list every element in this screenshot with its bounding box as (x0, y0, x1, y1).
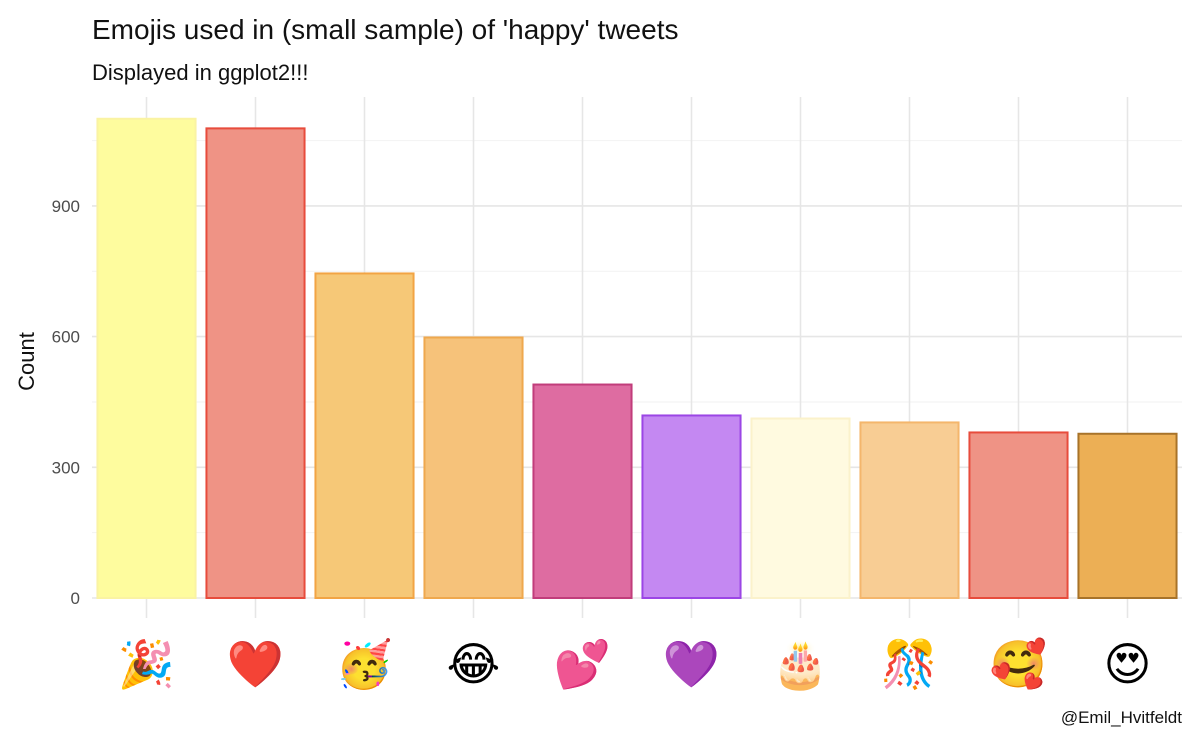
x-tick-birthday-cake: 🎂 (772, 636, 829, 692)
x-tick-face-with-tears-of-joy: 😂 (447, 637, 501, 691)
bar-heart-eyes (1077, 432, 1178, 599)
x-tick-partying-face: 🥳 (336, 636, 393, 691)
bar-smiling-face-with-hearts (968, 431, 1069, 599)
bar-two-hearts (532, 383, 633, 599)
y-tick-label: 600 (52, 328, 80, 347)
bar-purple-heart (641, 414, 742, 599)
chart-title: Emojis used in (small sample) of 'happy'… (92, 14, 679, 45)
x-tick-purple-heart: 💜 (663, 637, 721, 691)
bar-face-with-tears-of-joy (423, 336, 524, 599)
x-tick-smiling-face-with-hearts: 🥰 (990, 636, 1047, 691)
x-tick-heart-eyes: 😍 (1104, 637, 1152, 691)
x-tick-two-hearts: 💕 (554, 637, 611, 691)
y-tick-label: 900 (52, 197, 80, 216)
x-tick-party-popper: 🎉 (118, 637, 175, 692)
bar-red-heart (205, 127, 306, 600)
y-axis-ticks: 0 300 600 900 (52, 197, 80, 608)
chart-caption: @Emil_Hvitfeldt (1060, 708, 1182, 727)
bars (96, 117, 1178, 600)
bar-partying-face (314, 272, 415, 599)
chart-subtitle: Displayed in ggplot2!!! (92, 60, 309, 85)
bar-party-popper (96, 117, 197, 599)
y-axis-label: Count (14, 332, 39, 391)
bar-birthday-cake (750, 417, 851, 599)
bar-confetti-ball (859, 421, 960, 599)
x-tick-confetti-ball: 🎊 (881, 636, 938, 691)
y-tick-label: 300 (52, 458, 80, 477)
y-tick-label: 0 (71, 589, 80, 608)
x-tick-red-heart: ❤️ (227, 637, 285, 691)
x-axis-emoji-labels: 🎉 ❤️ 🥳 😂 💕 💜 🎂 🎊 🥰 😍 (118, 636, 1152, 692)
